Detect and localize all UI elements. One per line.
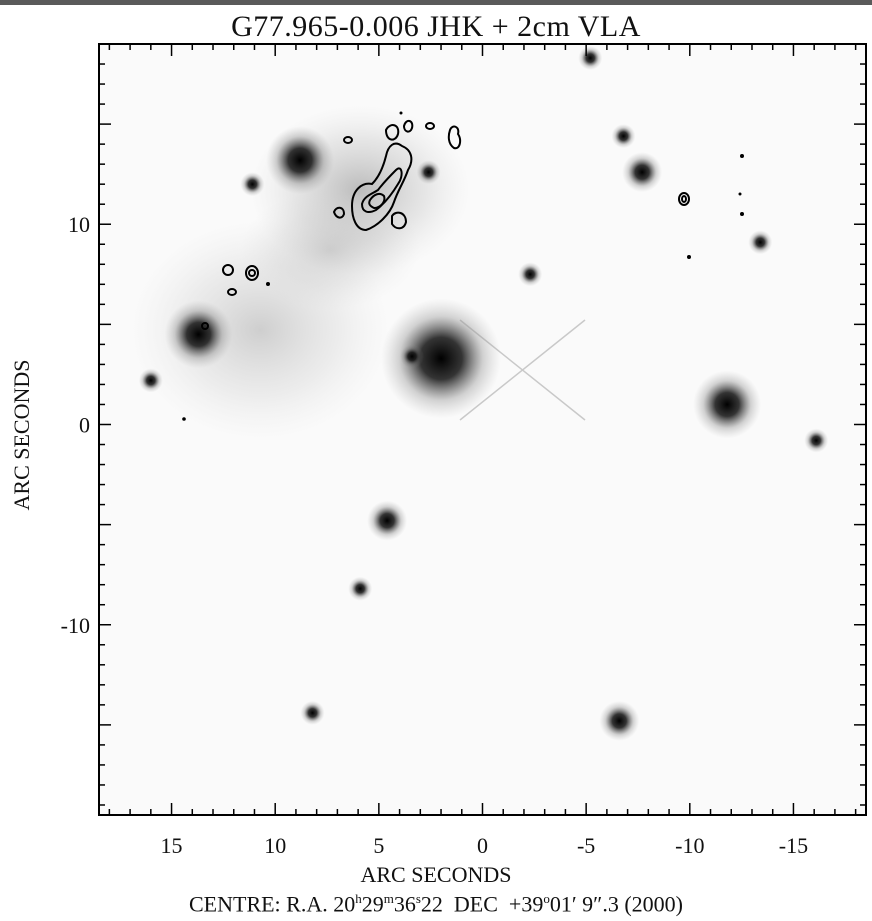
diffraction-spikes [459, 319, 586, 421]
y-tick-label: 10 [68, 212, 90, 237]
caption-dec-rest: 01′ 9″.3 (2000) [549, 891, 683, 917]
star-5 [622, 152, 663, 193]
x-tick-label: 5 [373, 833, 384, 858]
caption-ra-h-unit: h [355, 891, 362, 906]
contour-star [201, 322, 209, 330]
contour-far-inner [681, 195, 687, 203]
contour-blob [425, 122, 435, 130]
contour-top2 [402, 120, 414, 133]
contour-west3 [227, 288, 237, 296]
star-9 [138, 368, 163, 393]
x-tick-label: 10 [264, 833, 286, 858]
caption-prefix: CENTRE: R.A. 20 [189, 891, 356, 917]
star-7 [348, 576, 373, 601]
x-tick-label: -15 [779, 833, 808, 858]
star-0 [381, 298, 502, 419]
star-13 [611, 124, 636, 149]
star-12 [804, 428, 829, 453]
centre-coordinates-caption: CENTRE: R.A. 20h29m36s22 DEC +39o01′ 9″.… [0, 891, 872, 917]
x-tick-label: 15 [161, 833, 183, 858]
x-tick-label: -5 [577, 833, 595, 858]
caption-dec-prefix: DEC +39 [442, 891, 544, 917]
nebula-glow-mid [240, 190, 420, 310]
x-tick-label: 0 [477, 833, 488, 858]
contour-lower [391, 211, 408, 230]
star-6 [367, 500, 408, 541]
star-3 [693, 370, 762, 439]
x-axis-label: ARC SECONDS [360, 862, 512, 887]
caption-ra-s-frac: 22 [420, 891, 443, 917]
star-1 [164, 300, 233, 369]
caption-ra-s-unit: s [415, 891, 421, 906]
star-15 [416, 160, 441, 185]
x-tick-label: -10 [675, 833, 704, 858]
star-field [138, 46, 829, 741]
caption-ra-s: 36 [393, 891, 416, 917]
contour-west2 [245, 265, 259, 281]
axis-ticks [99, 44, 866, 815]
star-8 [400, 344, 425, 369]
contour-west2-inner [248, 269, 256, 277]
radio-contours [201, 120, 690, 330]
star-16 [300, 700, 325, 725]
caption-ra-m-unit: m [383, 891, 394, 906]
contour-inner [360, 167, 403, 213]
contour-far [678, 192, 690, 206]
star-2 [266, 126, 335, 195]
contour-top [384, 124, 400, 141]
caption-ra-m: 29 [361, 891, 384, 917]
contour-main [350, 142, 413, 232]
star-11 [748, 230, 773, 255]
star-4 [599, 700, 640, 741]
y-axis-label: ARC SECONDS [9, 359, 34, 511]
y-tick-label: -10 [61, 613, 90, 638]
caption-dec-deg-unit: o [543, 891, 550, 906]
contour-tail [332, 206, 346, 219]
top-border-bar [0, 0, 872, 5]
contour-left [343, 136, 353, 144]
contour-right [447, 125, 462, 150]
figure-title: G77.965-0.006 JHK + 2cm VLA [231, 10, 641, 43]
star-10 [518, 262, 543, 287]
radio-dots [182, 111, 744, 421]
y-tick-label: 0 [79, 412, 90, 437]
star-17 [578, 46, 603, 71]
axis-tick-labels: 15 10 5 0 -5 -10 -15 10 0 -10 [61, 212, 808, 858]
image-area [99, 44, 866, 815]
contour-core [368, 192, 386, 210]
contour-west1 [222, 264, 234, 276]
star-14 [240, 172, 265, 197]
